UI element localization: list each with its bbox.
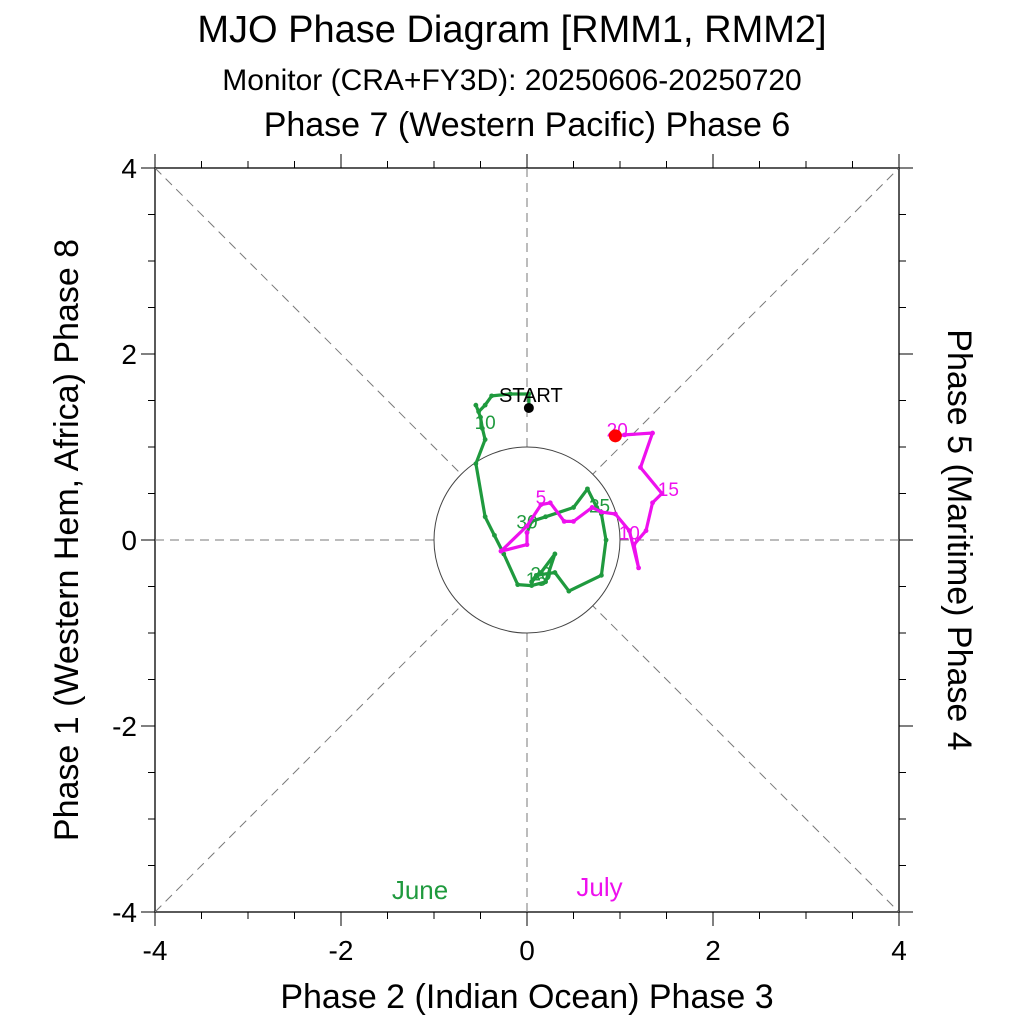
end-marker — [608, 429, 622, 443]
start-marker — [523, 402, 534, 413]
june-track-point — [529, 583, 535, 588]
july-track-point — [547, 500, 553, 506]
june-track-point — [482, 402, 488, 408]
july-track-point — [650, 500, 655, 506]
july-track-point — [626, 528, 632, 534]
june-track-point — [566, 588, 572, 594]
june-track-point — [603, 537, 609, 543]
june-track-point — [478, 414, 483, 420]
july-track-point — [538, 502, 544, 508]
july-track-point — [599, 509, 604, 515]
july-track-point — [589, 505, 595, 510]
x-tick-label: -2 — [329, 935, 354, 966]
june-track-point — [529, 579, 535, 585]
y-axis-label: Phase 1 (Western Hem, Africa) Phase 8 — [48, 239, 86, 841]
june-track-point — [507, 391, 513, 397]
june-track-point — [571, 505, 576, 510]
july-track-point — [524, 523, 530, 529]
july-track-point — [643, 528, 649, 534]
july-track-point — [659, 491, 665, 496]
july-day-label: 5 — [536, 488, 547, 509]
june-track-point — [526, 391, 532, 397]
y-tick-label: -2 — [112, 711, 137, 742]
june-track-point — [479, 426, 485, 431]
plot-area: -4-2024-4-202410302015255101520STARTJune… — [112, 153, 913, 966]
x-tick-label: -4 — [143, 935, 168, 966]
legend-label-july: July — [576, 872, 622, 902]
july-track-point — [561, 519, 567, 524]
chart-title: MJO Phase Diagram [RMM1, RMM2] — [197, 9, 826, 51]
june-track-point — [543, 579, 548, 585]
chart-subtitle: Monitor (CRA+FY3D): 20250606-20250720 — [222, 64, 802, 97]
july-track-point — [524, 542, 530, 548]
x-axis-label: Phase 2 (Indian Ocean) Phase 3 — [280, 978, 773, 1016]
july-track-point — [638, 465, 643, 470]
x-tick-label: 4 — [891, 935, 907, 966]
july-track-point — [571, 519, 576, 524]
x-tick-label: 2 — [705, 935, 721, 966]
x-tick-label: 0 — [519, 935, 535, 966]
july-day-label: 10 — [619, 524, 640, 545]
june-day-label: 15 — [526, 570, 547, 591]
june-track-point — [515, 582, 521, 588]
right-phase-label: Phase 5 (Maritime) Phase 4 — [940, 329, 978, 750]
july-day-label: 15 — [658, 480, 679, 501]
june-track-point — [492, 532, 497, 538]
june-track-point — [489, 393, 495, 399]
june-track-point — [552, 551, 558, 557]
july-track-point — [636, 565, 641, 571]
july-track-point — [622, 432, 628, 438]
july-track-point — [631, 542, 637, 548]
june-track-point — [476, 409, 482, 415]
y-tick-label: 0 — [121, 525, 137, 556]
june-track-point — [473, 402, 479, 408]
july-track-point — [650, 430, 655, 436]
y-tick-label: 4 — [121, 153, 137, 184]
y-tick-label: 2 — [121, 339, 137, 370]
legend-label-june: June — [392, 875, 448, 905]
june-track-point — [538, 570, 544, 575]
june-track-point — [482, 437, 488, 442]
june-track-point — [533, 572, 539, 578]
june-track-point — [599, 572, 604, 578]
june-track-point — [473, 461, 479, 467]
june-day-label: 10 — [475, 413, 496, 434]
start-label: START — [499, 385, 563, 407]
june-track-point — [585, 486, 590, 492]
june-track-point — [482, 514, 488, 520]
july-track-point — [498, 548, 504, 554]
top-phase-label: Phase 7 (Western Pacific) Phase 6 — [264, 106, 791, 144]
july-track-point — [612, 511, 618, 517]
y-tick-label: -4 — [112, 897, 137, 928]
june-track-point — [543, 514, 548, 520]
june-track-point — [552, 570, 558, 575]
july-track-point — [524, 530, 530, 535]
june-day-label: 20 — [530, 564, 551, 585]
